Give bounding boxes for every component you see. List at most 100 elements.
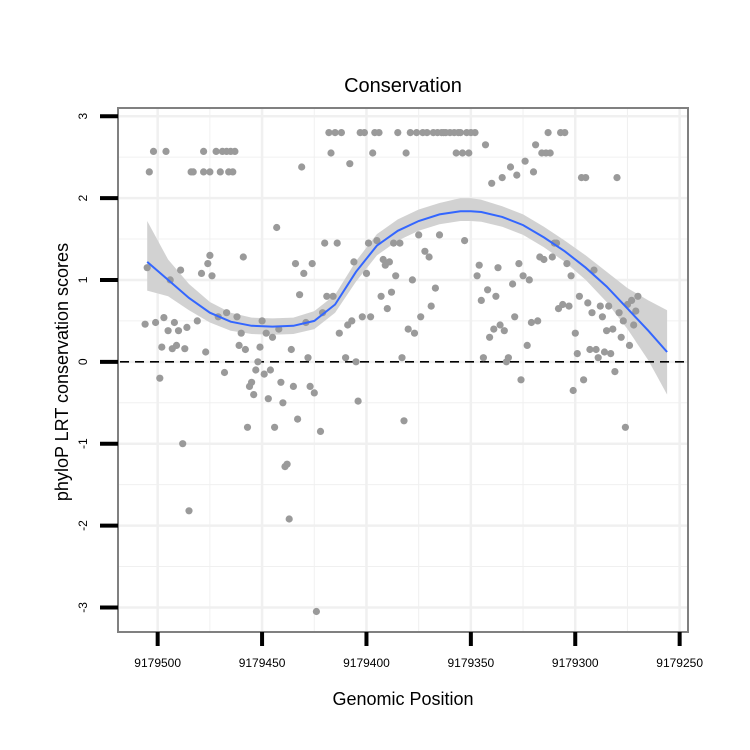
data-point — [567, 272, 575, 280]
data-point — [504, 354, 512, 362]
data-point — [563, 260, 571, 268]
data-point — [185, 507, 193, 515]
data-point — [615, 309, 623, 317]
x-tick-label: 9179500 — [134, 656, 181, 670]
data-point — [417, 313, 425, 321]
data-point — [573, 350, 581, 358]
data-point — [427, 302, 435, 310]
data-point — [479, 354, 487, 362]
data-point — [208, 272, 216, 280]
data-point — [375, 129, 383, 137]
data-point — [404, 325, 412, 333]
data-point — [634, 292, 642, 300]
data-point — [258, 317, 266, 325]
data-point — [319, 309, 327, 317]
data-point — [200, 168, 208, 176]
data-point — [254, 358, 262, 366]
data-point — [352, 358, 360, 366]
data-point — [609, 325, 617, 333]
data-point — [611, 368, 619, 376]
data-point — [490, 325, 498, 333]
data-point — [329, 292, 337, 300]
data-point — [170, 318, 178, 327]
data-point — [415, 231, 423, 239]
data-point — [423, 129, 431, 137]
data-point — [360, 129, 368, 137]
x-tick-label: 9179350 — [447, 656, 494, 670]
x-axis-label: Genomic Position — [332, 689, 473, 709]
data-point — [179, 440, 187, 448]
data-point — [600, 348, 609, 356]
data-point — [565, 302, 573, 310]
data-point — [544, 129, 552, 137]
x-tick-label: 9179250 — [656, 656, 703, 670]
data-point — [220, 368, 229, 377]
data-point — [264, 395, 272, 403]
data-point — [237, 329, 245, 337]
x-tick-label: 9179300 — [552, 656, 599, 670]
data-point — [421, 247, 429, 255]
data-point — [248, 378, 256, 386]
data-point — [529, 168, 538, 176]
data-point — [143, 264, 151, 272]
data-point — [508, 280, 517, 288]
data-point — [394, 129, 402, 137]
smooth-fit-line — [146, 210, 668, 353]
data-point — [425, 253, 433, 261]
y-tick-label: 0 — [76, 358, 90, 365]
data-point — [592, 345, 600, 354]
data-point — [473, 272, 481, 280]
data-point — [410, 329, 419, 337]
data-point — [243, 423, 252, 431]
data-point — [575, 292, 584, 300]
data-point — [525, 276, 533, 284]
x-tick-label: 9179450 — [239, 656, 286, 670]
data-point — [584, 299, 592, 307]
data-point — [158, 343, 166, 351]
data-point — [500, 327, 508, 335]
data-point — [588, 309, 596, 317]
data-point — [521, 157, 529, 165]
data-point — [607, 350, 615, 358]
data-point — [534, 317, 542, 325]
data-point — [331, 129, 339, 137]
data-point — [527, 318, 536, 327]
y-axis-label: phyloP LRT conservation scores — [52, 243, 72, 501]
data-point — [289, 382, 297, 390]
data-point — [548, 253, 556, 261]
data-point — [367, 313, 375, 321]
data-point — [402, 149, 410, 157]
data-point — [519, 272, 527, 280]
data-point — [488, 179, 496, 187]
data-point — [385, 258, 393, 266]
data-point — [494, 264, 502, 272]
data-point — [435, 231, 444, 239]
data-point — [431, 284, 439, 292]
axes: 9179500 9179450 9179400 9179350 9179300 91792… — [76, 113, 703, 670]
data-point — [193, 317, 201, 325]
data-point — [346, 160, 354, 168]
data-point — [456, 129, 464, 137]
data-point — [364, 239, 373, 247]
data-point — [327, 149, 335, 157]
data-point — [283, 460, 291, 468]
data-point — [304, 354, 312, 362]
data-point — [285, 515, 293, 523]
y-tick-label: -2 — [76, 520, 90, 531]
data-point — [156, 374, 164, 382]
data-point — [461, 237, 469, 245]
data-point — [223, 309, 231, 317]
data-point — [149, 147, 158, 155]
data-point — [342, 354, 350, 362]
data-point — [273, 223, 281, 232]
data-point — [387, 288, 396, 296]
data-point — [308, 260, 316, 268]
data-point — [325, 129, 333, 137]
data-point — [377, 292, 385, 300]
data-point — [212, 147, 220, 155]
data-point — [174, 327, 183, 335]
data-point — [348, 317, 356, 325]
data-point — [511, 313, 519, 321]
data-point — [373, 237, 381, 245]
